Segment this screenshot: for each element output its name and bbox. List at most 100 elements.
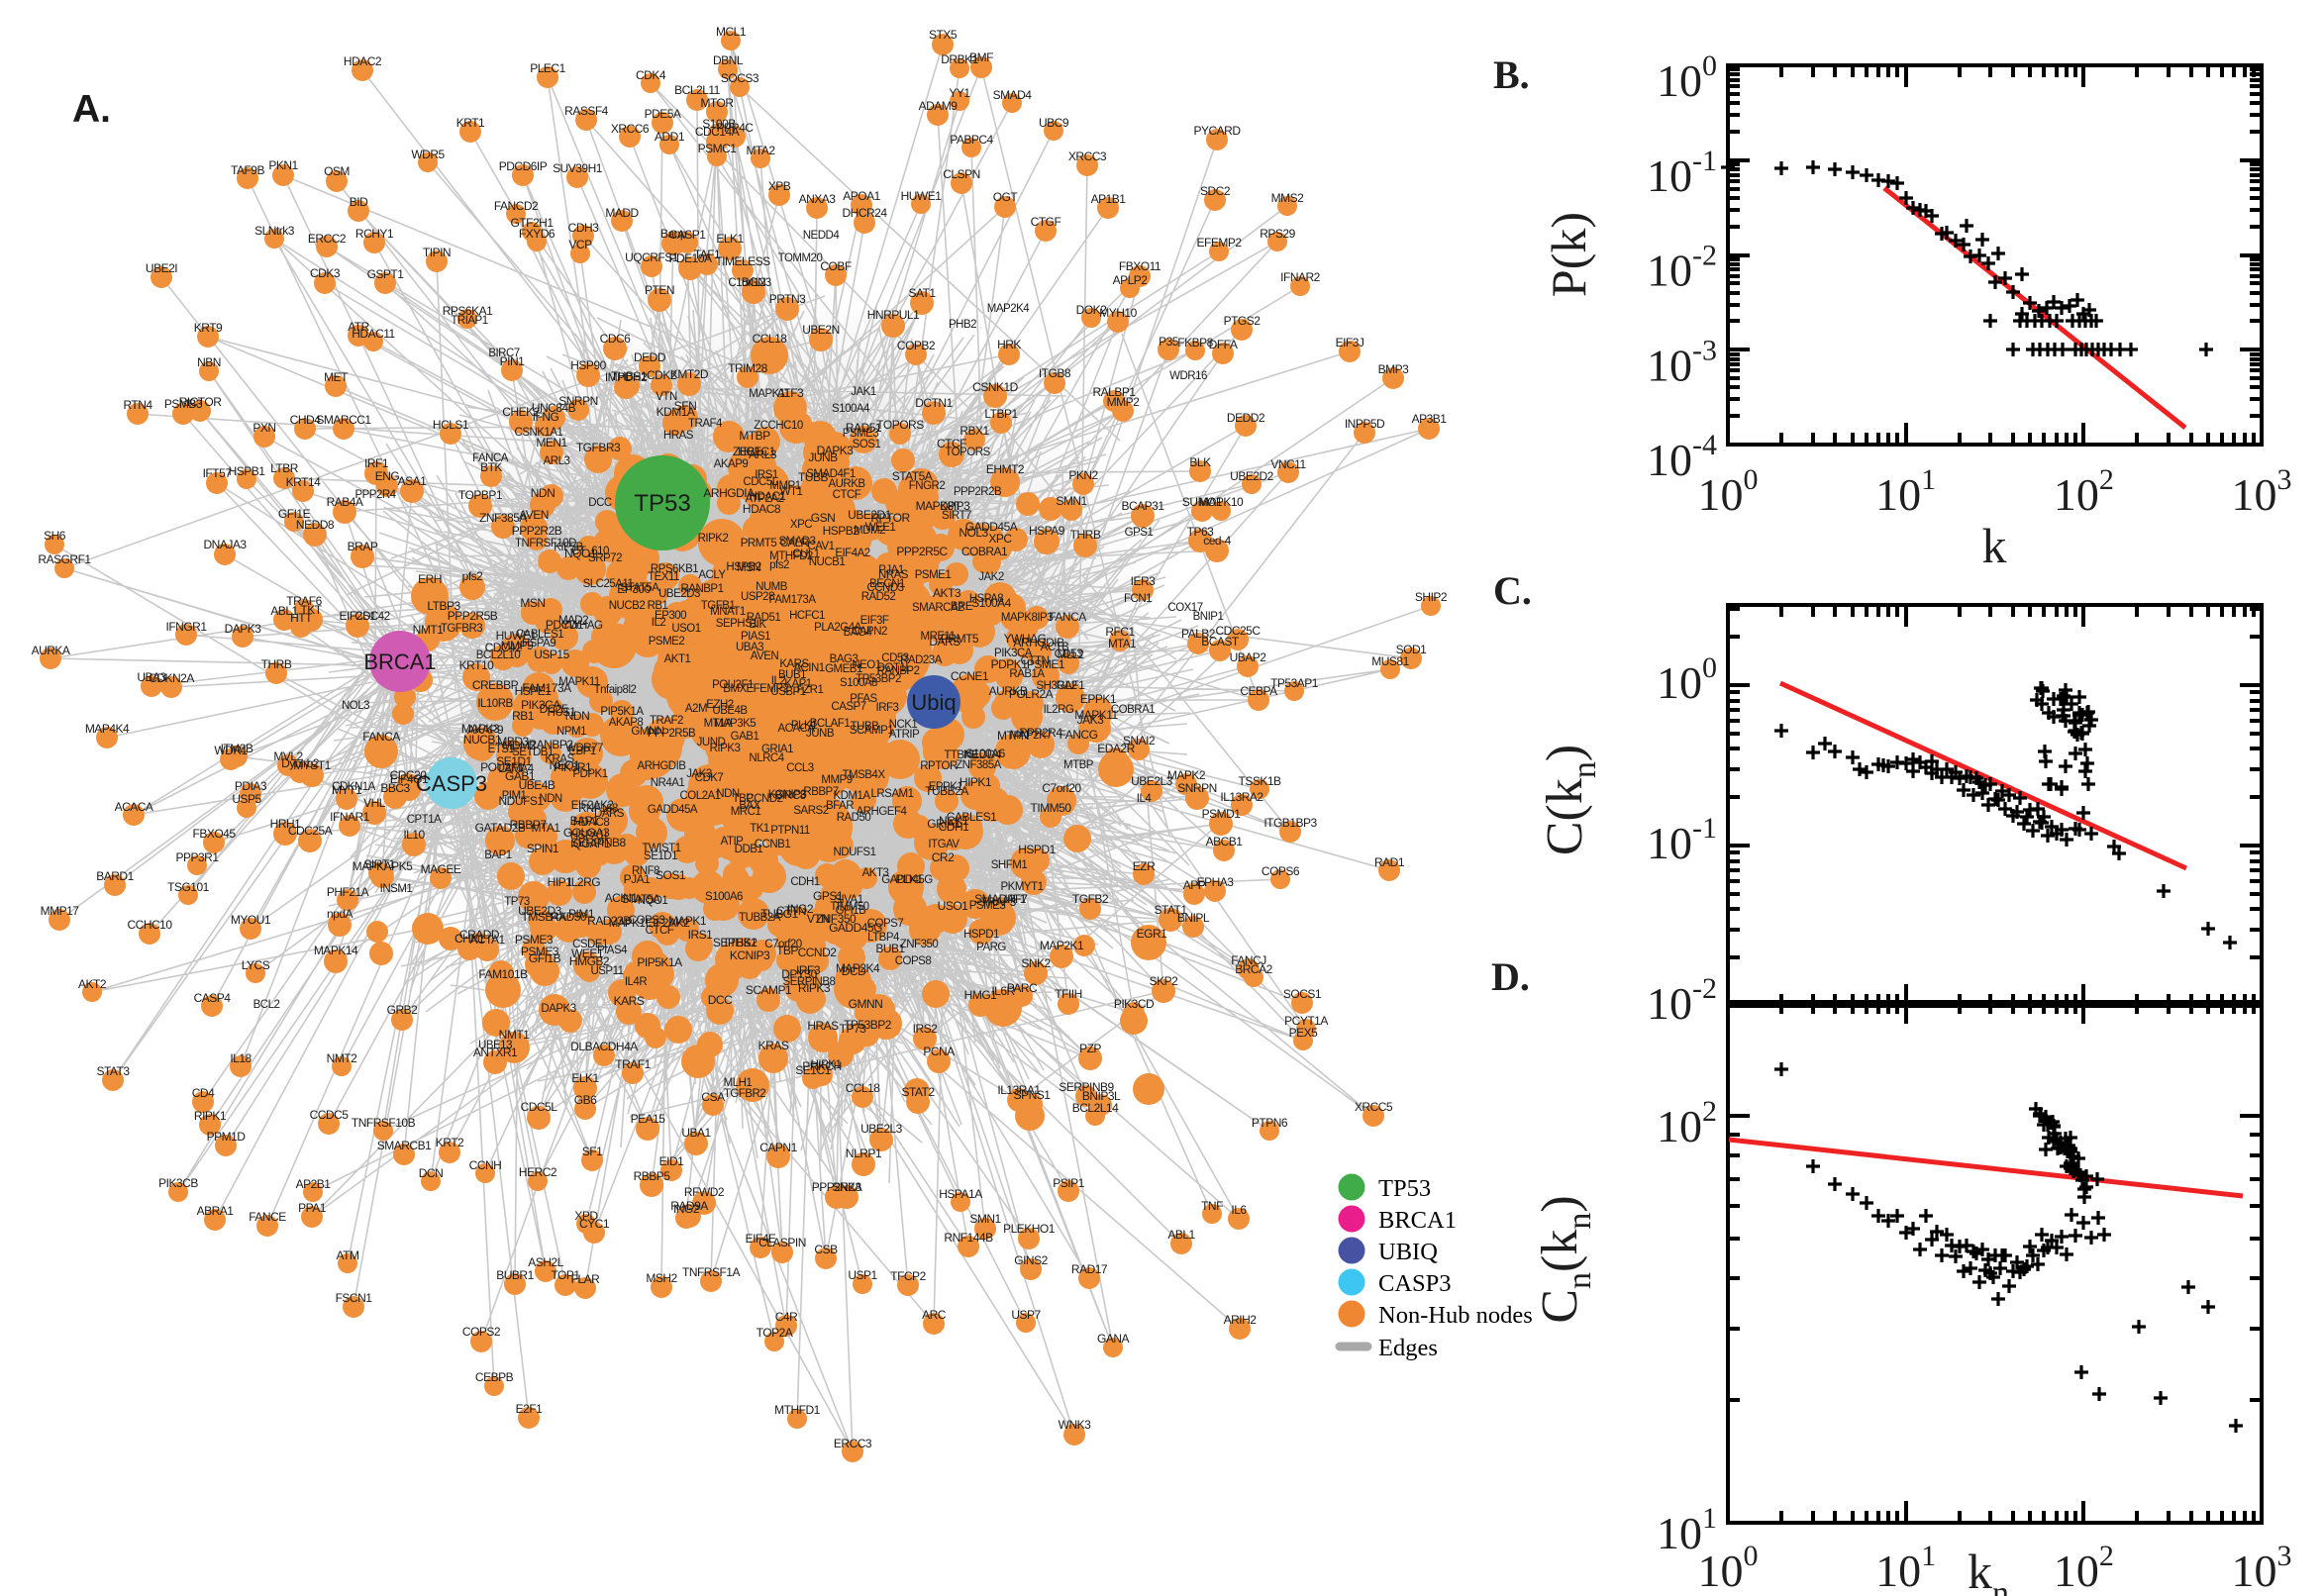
svg-text:TBP: TBP [733,793,755,805]
svg-text:AKT2: AKT2 [78,977,107,991]
svg-text:IL4R: IL4R [625,976,647,988]
svg-text:MTHFD2: MTHFD2 [769,550,813,562]
svg-text:LAMA4: LAMA4 [498,763,534,775]
svg-text:TAF9B: TAF9B [231,163,264,177]
svg-text:TBP: TBP [776,944,798,957]
svg-text:HSP90: HSP90 [570,358,606,372]
svg-text:BIK: BIK [749,619,766,631]
svg-text:HSPA9: HSPA9 [522,638,556,649]
svg-text:ETS1: ETS1 [488,744,515,755]
svg-text:RBBP7: RBBP7 [803,786,838,798]
svg-text:TGFBR2: TGFBR2 [724,1088,765,1100]
svg-text:MDM2: MDM2 [854,525,885,537]
svg-text:ZNF385A: ZNF385A [479,511,527,525]
svg-text:USP11: USP11 [590,965,623,977]
svg-text:TK1: TK1 [750,823,769,835]
svg-text:UBAP2: UBAP2 [1230,650,1267,664]
svg-text:PTPN6: PTPN6 [1252,1116,1288,1130]
svg-text:NUCB1: NUCB1 [463,733,502,747]
svg-text:HUS1: HUS1 [548,707,576,719]
svg-text:FXYD6: FXYD6 [519,227,556,241]
svg-text:RAD50: RAD50 [551,910,587,924]
svg-text:PIK3CA: PIK3CA [521,698,560,712]
svg-text:IRF3: IRF3 [876,702,899,714]
svg-text:PPP2R5C: PPP2R5C [896,545,948,558]
svg-text:ARHGEF4: ARHGEF4 [857,806,908,818]
svg-text:UBE2D1: UBE2D1 [848,508,892,522]
svg-text:RANBP2: RANBP2 [528,738,573,751]
svg-text:BUB1: BUB1 [778,669,806,681]
svg-text:BRCA2: BRCA2 [1235,962,1272,976]
svg-text:MMP17: MMP17 [41,904,80,918]
svg-text:SERPINB9: SERPINB9 [1059,1080,1114,1094]
svg-text:MAPK14: MAPK14 [314,944,358,957]
svg-text:PSMC1: PSMC1 [698,142,738,155]
svg-text:CCL18: CCL18 [846,1081,881,1095]
svg-text:BAP1: BAP1 [570,814,600,828]
svg-text:ACTB: ACTB [1041,642,1070,653]
svg-text:THBS1: THBS1 [611,369,648,383]
svg-text:BCL2: BCL2 [253,999,280,1011]
svg-text:YY1: YY1 [949,86,970,100]
svg-text:NOL3: NOL3 [342,700,369,712]
svg-text:CDC5L: CDC5L [743,476,778,488]
svg-text:VTN: VTN [656,391,677,403]
svg-text:KRAS: KRAS [545,753,574,765]
svg-text:PHF21A: PHF21A [327,885,369,899]
svg-text:pfs2: pfs2 [462,569,484,583]
svg-text:EPHA3: EPHA3 [1197,875,1235,889]
svg-text:DCD: DCD [842,964,866,978]
svg-text:ATR: ATR [348,320,369,334]
svg-text:GINS2: GINS2 [1014,1253,1048,1267]
svg-text:EIF3J: EIF3J [1336,336,1364,349]
svg-text:CCNE1: CCNE1 [951,669,989,683]
svg-text:TRAF1: TRAF1 [615,1057,651,1071]
svg-text:NDUFS1: NDUFS1 [498,794,544,808]
svg-text:SIRT1: SIRT1 [363,857,395,871]
svg-text:AP1B1: AP1B1 [1091,192,1127,206]
svg-text:CTGF: CTGF [1031,215,1061,229]
svg-text:CR2: CR2 [932,850,955,864]
svg-text:RPS6KA1: RPS6KA1 [443,304,493,318]
svg-text:CCL3: CCL3 [786,762,814,774]
svg-text:WDR5: WDR5 [411,148,445,161]
svg-text:STAT3: STAT3 [96,1064,130,1078]
svg-text:ACACA: ACACA [777,723,815,735]
svg-text:GPS1: GPS1 [813,889,844,903]
svg-text:CREBBP: CREBBP [472,678,519,692]
svg-text:NQO1: NQO1 [564,547,597,560]
svg-text:Dynlrb2: Dynlrb2 [281,756,320,770]
svg-text:SH3GL2: SH3GL2 [1036,680,1076,692]
svg-text:BAG4: BAG4 [844,627,873,639]
svg-text:TNF: TNF [1201,1199,1223,1213]
svg-text:Banp: Banp [660,227,687,241]
svg-text:CYC1: CYC1 [579,1217,610,1231]
svg-text:FANCE: FANCE [249,1210,286,1224]
svg-text:GTF2H1: GTF2H1 [510,216,554,230]
svg-text:IFNAR1: IFNAR1 [330,810,370,824]
svg-text:ELK1: ELK1 [716,232,744,246]
svg-text:MEN1: MEN1 [536,436,567,449]
svg-text:A.: A. [72,88,111,131]
svg-text:CAPN1: CAPN1 [759,1141,797,1154]
svg-text:HRH1: HRH1 [270,817,301,831]
svg-text:IFNG: IFNG [533,410,559,424]
svg-text:PIK3R1: PIK3R1 [554,760,592,774]
svg-text:COPS2: COPS2 [462,1325,501,1339]
svg-text:EGR1: EGR1 [1137,927,1168,941]
svg-text:C1orf123: C1orf123 [728,277,770,289]
svg-text:HDAC2: HDAC2 [344,54,382,68]
svg-text:BMP3: BMP3 [1378,362,1410,376]
svg-text:KDM1A: KDM1A [656,405,695,419]
svg-text:TIMM50: TIMM50 [1030,801,1071,815]
svg-text:HSPA8: HSPA8 [969,593,1003,605]
svg-text:NDN: NDN [565,709,590,723]
svg-text:PSIP1: PSIP1 [1053,1176,1084,1190]
svg-text:IL10RB: IL10RB [477,698,513,710]
svg-text:C7orf20: C7orf20 [1042,781,1081,795]
svg-text:PRMT5: PRMT5 [741,538,777,549]
svg-text:BGN: BGN [742,275,766,289]
svg-text:MTBP: MTBP [1063,759,1094,771]
svg-text:NOL3: NOL3 [959,526,988,540]
svg-text:PEA15: PEA15 [631,1112,666,1126]
